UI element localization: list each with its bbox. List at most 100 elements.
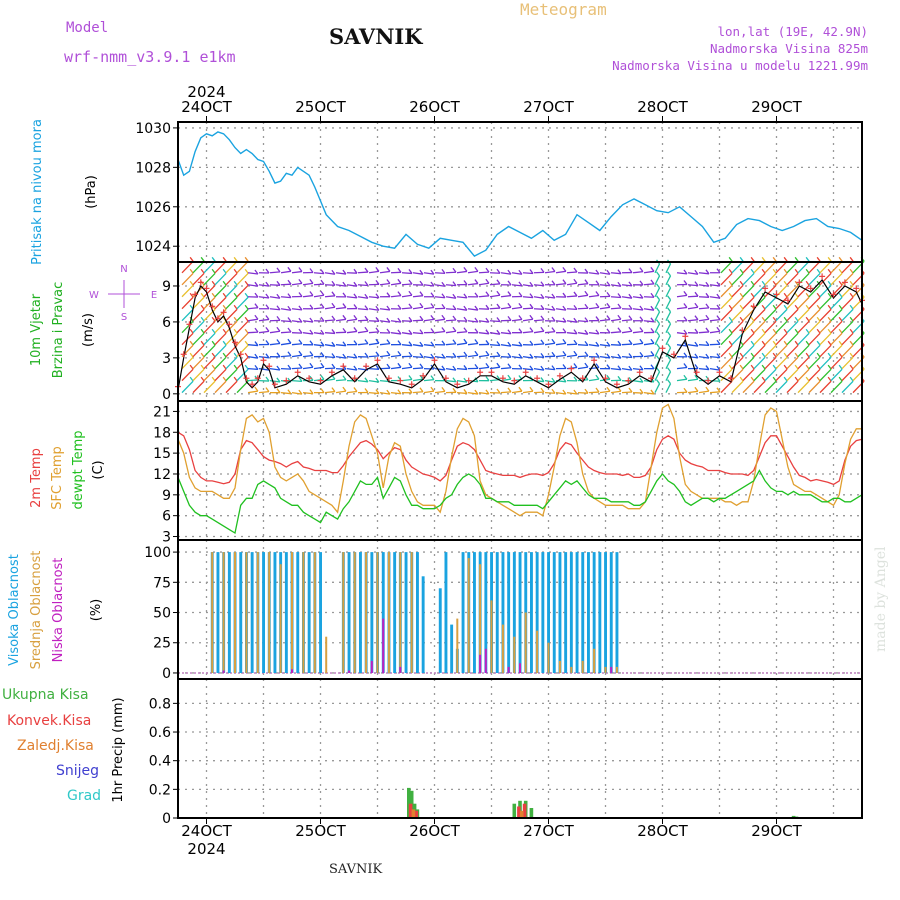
wind-barb <box>819 368 832 382</box>
wind-barb-flag <box>211 328 216 334</box>
wind-barb <box>764 260 777 274</box>
wind-barb <box>610 331 622 334</box>
wind-barb-flag <box>573 291 578 297</box>
wind-barb-flag <box>529 353 534 359</box>
wind-barb <box>368 379 379 383</box>
wind-barb <box>236 308 249 322</box>
low-cloud-bar <box>291 669 293 673</box>
wind-barb-flag <box>827 256 832 262</box>
wind-barb-flag <box>419 291 424 297</box>
wind-barb-flag <box>816 328 821 334</box>
wind-barb <box>731 332 744 346</box>
wind-barb <box>742 332 755 346</box>
wind-barb <box>412 319 424 322</box>
wind-barb <box>808 368 821 382</box>
wind-barb <box>467 342 479 346</box>
wind-barb-flag <box>463 280 468 285</box>
wind-barb-flag <box>573 317 578 323</box>
wind-barb-flag <box>430 375 435 381</box>
mid-cloud-bar <box>399 552 402 673</box>
wind-barb <box>192 368 205 382</box>
wind-barb <box>478 295 490 298</box>
wind-barb-flag <box>750 340 755 346</box>
wind-barb <box>335 318 346 322</box>
wind-barb-flag <box>667 307 672 313</box>
wind-barb <box>720 272 733 286</box>
wind-barb <box>698 296 710 298</box>
wind-barb <box>324 356 336 359</box>
wind-barb-flag <box>474 279 479 284</box>
wind-barb <box>390 391 402 395</box>
wind-barb <box>555 391 566 395</box>
wind-barb-flag <box>441 340 446 346</box>
wind-barb-flag <box>705 365 710 370</box>
wind-barb <box>269 284 281 286</box>
wind-barb-flag <box>827 352 832 358</box>
wind-barb-flag <box>211 280 216 286</box>
wind-barb <box>775 260 788 274</box>
wind-barb <box>225 356 238 370</box>
wind-barb <box>368 355 380 358</box>
wind-barb-flag <box>639 316 644 322</box>
wind-barb <box>643 270 654 274</box>
wind-barb-flag <box>265 376 270 382</box>
high-cloud-bar <box>250 552 254 673</box>
wind-barb <box>764 284 777 298</box>
wind-barb <box>511 306 522 310</box>
wind-barb <box>764 344 777 358</box>
wind-barb-flag <box>233 364 238 370</box>
wind-barb-flag <box>441 327 446 332</box>
wind-barb-flag <box>529 365 534 371</box>
wind-barb-flag <box>728 316 733 322</box>
wind-barb <box>720 332 733 346</box>
panel-border <box>177 678 863 819</box>
wind-barb-flag <box>309 317 314 323</box>
wind-barb-flag <box>397 267 402 273</box>
wind-barb-flag <box>827 316 832 322</box>
wind-barb-flag <box>838 340 843 346</box>
wind-barb <box>643 391 654 395</box>
wind-barb <box>346 368 357 371</box>
wind-barb <box>544 379 555 383</box>
wind-barb <box>698 318 709 322</box>
high-cloud-bar <box>273 552 277 673</box>
wind-barb-flag <box>309 304 314 310</box>
wind-barb-flag <box>639 305 644 311</box>
wind-barb-flag <box>463 389 468 394</box>
wind-barb-flag <box>694 315 699 321</box>
wind-barb-flag <box>452 326 457 332</box>
wind-barb-flag <box>628 304 633 310</box>
wind-barb <box>775 380 788 394</box>
wind-barb <box>665 371 672 381</box>
wind-barb <box>544 342 555 346</box>
wind-barb <box>379 354 390 358</box>
wind-barb-flag <box>794 256 799 262</box>
wind-barb <box>753 308 766 322</box>
wind-barb-flag <box>474 377 479 383</box>
wind-barb-flag <box>430 386 435 392</box>
wind-barb-flag <box>562 292 567 298</box>
wind-barb-flag <box>816 376 821 382</box>
wind-barb-flag <box>397 362 402 368</box>
wind-barb-flag <box>683 290 688 296</box>
wind-barb <box>610 296 622 299</box>
wind-barb <box>577 391 589 394</box>
wind-barb <box>764 380 777 394</box>
wind-barb <box>841 296 854 310</box>
wind-barb <box>709 284 721 287</box>
wind-barb <box>401 366 412 370</box>
high-cloud-bar <box>438 588 442 673</box>
x-tick-label-bottom: 24OCT <box>181 822 232 840</box>
wind-barb-flag <box>716 281 721 287</box>
high-cloud-bar <box>284 552 288 673</box>
altitude-label: Nadmorska Visina 825m <box>709 41 868 56</box>
wind-barb-flag <box>397 329 402 335</box>
wind-barb-flag <box>628 315 633 321</box>
wind-barb <box>511 390 522 394</box>
wind-barb-flag <box>805 328 810 334</box>
wind-barb-flag <box>816 304 821 310</box>
wind-barb-flag <box>474 339 479 344</box>
wind-barb <box>797 356 810 370</box>
wind-barb <box>203 368 216 382</box>
mid-cloud-bar <box>490 600 493 673</box>
